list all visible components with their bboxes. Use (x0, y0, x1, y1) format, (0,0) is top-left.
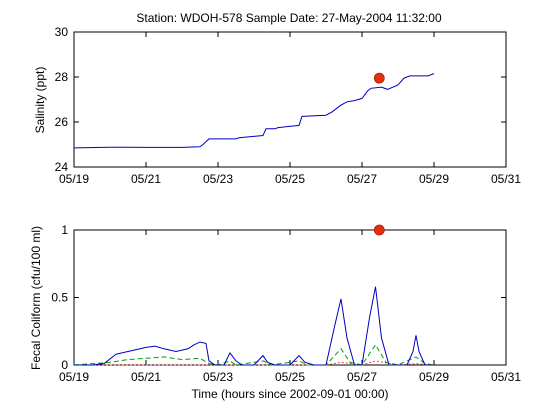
fecal-x-tick-label: 05/27 (347, 370, 377, 384)
salinity-series-line-0 (73, 73, 435, 149)
salinity-x-tick-label: 05/27 (347, 172, 377, 186)
fecal-series-line-1 (73, 343, 435, 366)
salinity-x-ticks: 05/19 05/21 05/23 05/25 05/27 05/29 05/31 (59, 32, 521, 186)
fecal-y-tick-label: 0 (61, 358, 68, 372)
fecal-series-line-0 (74, 286, 434, 366)
fecal-x-axis-label: Time (hours since 2002-09-01 00:00) (192, 387, 389, 401)
fecal-axes-box (73, 229, 507, 366)
fecal-y-tick-label: 0.5 (51, 291, 68, 305)
fecal-x-tick-label: 05/19 (59, 370, 89, 384)
fecal-sample-marker (373, 224, 385, 236)
salinity-plot-area (73, 72, 435, 149)
salinity-x-tick-label: 05/29 (419, 172, 449, 186)
salinity-x-tick-label: 05/31 (491, 172, 521, 186)
salinity-sample-marker (373, 72, 385, 84)
salinity-axes-box (73, 31, 507, 168)
fecal-x-ticks: 05/19 05/21 05/23 05/25 05/27 05/29 05/31 (59, 230, 521, 384)
salinity-y-axis-label: Salinity (ppt) (33, 67, 47, 134)
salinity-y-tick-label: 28 (55, 70, 69, 84)
salinity-y-tick-label: 30 (55, 25, 69, 39)
salinity-y-ticks: 24 26 28 30 (55, 25, 506, 174)
salinity-x-tick-label: 05/19 (59, 172, 89, 186)
fecal-coliform-panel: 0 0.5 1 05/19 05/21 05/23 05/25 05/27 05/29 05/3… (29, 223, 521, 401)
salinity-x-tick-label: 05/21 (131, 172, 161, 186)
salinity-x-tick-label: 05/25 (275, 172, 305, 186)
figure-title: Station: WDOH-578 Sample Date: 27-May-20… (136, 11, 442, 25)
fecal-x-tick-label: 05/31 (491, 370, 521, 384)
salinity-x-tick-label: 05/23 (203, 172, 233, 186)
fecal-x-tick-label: 05/29 (419, 370, 449, 384)
fecal-plot-area (73, 224, 435, 366)
fecal-y-axis-label: Fecal Coliform (cfu/100 ml) (29, 226, 43, 370)
fecal-x-tick-label: 05/21 (131, 370, 161, 384)
fecal-y-tick-label: 1 (61, 223, 68, 237)
salinity-y-tick-label: 26 (55, 115, 69, 129)
fecal-x-tick-label: 05/23 (203, 370, 233, 384)
fecal-x-tick-label: 05/25 (275, 370, 305, 384)
salinity-y-tick-label: 24 (55, 160, 69, 174)
